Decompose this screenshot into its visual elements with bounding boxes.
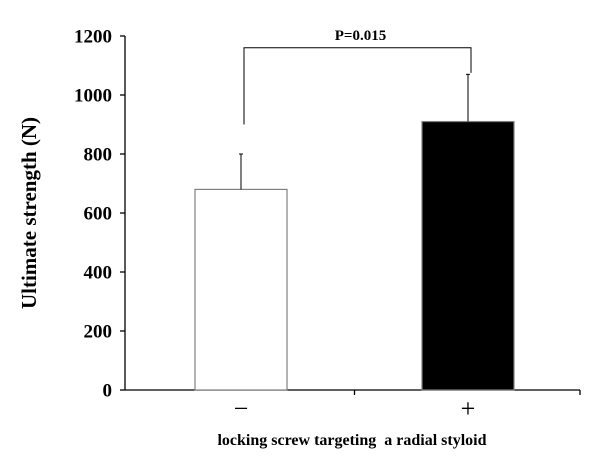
y-tick-label: 800 (84, 145, 113, 166)
x-axis-title: locking screw targeting a radial styloid (217, 432, 486, 449)
bar-minus (194, 188, 288, 391)
y-tick-label: 0 (103, 381, 113, 402)
y-tick-label: 1200 (74, 27, 112, 48)
y-axis-title: Ultimate strength (N) (17, 117, 41, 309)
y-tick-label: 400 (84, 263, 113, 284)
significance-bracket (243, 47, 472, 125)
p-value-annotation: P=0.015 (335, 28, 386, 44)
bar-plus (421, 120, 515, 391)
y-tick-label: 600 (84, 204, 113, 225)
x-tick-label: − (234, 394, 249, 423)
plot-area: 0 200 400 600 800 1000 1200 − + P=0.015 (74, 27, 581, 423)
x-tick-label: + (461, 394, 476, 423)
y-tick-label: 1000 (74, 86, 112, 107)
y-tick-label: 200 (84, 322, 113, 343)
